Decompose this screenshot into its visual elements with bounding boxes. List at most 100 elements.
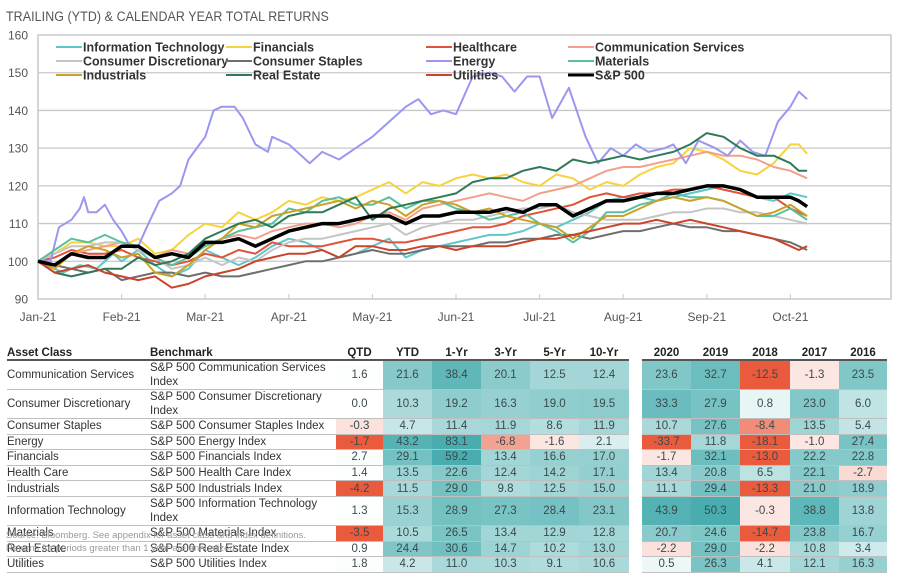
asset-class-cell: Consumer Discretionary — [7, 389, 150, 419]
value-cell-3yr: 9.8 — [481, 480, 530, 497]
table-row: Consumer Discretionary S&P 500 Consumer D… — [7, 389, 887, 419]
value-cell-qtd: -1.7 — [336, 434, 383, 451]
value-cell-2019: 32.7 — [691, 360, 740, 390]
x-tick-label: Mar-21 — [186, 310, 224, 324]
value-cell-10yr: 12.8 — [579, 525, 629, 542]
series-line-s-p-500 — [37, 184, 809, 267]
value-cell-2020: 23.6 — [642, 360, 691, 390]
x-tick-label: Jul-21 — [523, 310, 556, 324]
value-cell-qtd: 1.6 — [336, 360, 383, 390]
x-tick-label: Aug-21 — [604, 310, 643, 324]
value-cell-2020: 13.4 — [642, 465, 691, 482]
value-cell-2018: -8.4 — [740, 418, 790, 435]
value-cell-2016: 18.9 — [839, 480, 887, 497]
table-header-row: Asset Class Benchmark QTD YTD 1-Yr 3-Yr … — [7, 344, 887, 361]
returns-table: Asset Class Benchmark QTD YTD 1-Yr 3-Yr … — [7, 344, 887, 573]
value-cell-2018: -14.7 — [740, 525, 790, 542]
value-cell-qtd: -4.2 — [336, 480, 383, 497]
table-row: Health Care S&P 500 Health Care Index 1.4 1… — [7, 465, 887, 482]
benchmark-cell: S&P 500 Health Care Index — [150, 465, 336, 482]
table-row: Industrials S&P 500 Industrials Index -4.2… — [7, 480, 887, 497]
column-gap — [629, 541, 642, 557]
value-cell-10yr: 17.0 — [579, 449, 629, 466]
value-cell-qtd: -0.3 — [336, 418, 383, 435]
value-cell-5yr: 12.9 — [530, 525, 579, 542]
value-cell-1yr: 11.0 — [432, 556, 481, 573]
value-cell-2020: 10.7 — [642, 418, 691, 435]
value-cell-5yr: 8.6 — [530, 418, 579, 435]
value-cell-2018: 4.1 — [740, 556, 790, 573]
column-gap — [629, 556, 642, 573]
table-row: Utilities S&P 500 Utilities Index 1.8 4.2 11… — [7, 556, 887, 573]
series-line-real-estate — [37, 132, 808, 278]
series-line-financials — [37, 143, 808, 263]
column-gap — [629, 480, 642, 497]
series-line-communication-services — [37, 150, 808, 267]
x-tick-label: Oct-21 — [772, 310, 808, 324]
value-cell-2020: -1.7 — [642, 449, 691, 466]
header-1yr: 1-Yr — [432, 344, 481, 361]
asset-class-cell: Financials — [7, 449, 150, 466]
footnote-source: Source: Bloomberg. See appendix for asse… — [6, 530, 306, 541]
asset-class-cell: Utilities — [7, 556, 150, 573]
value-cell-2018: -13.3 — [740, 480, 790, 497]
value-cell-qtd: 0.9 — [336, 541, 383, 558]
value-cell-2018: -12.5 — [740, 360, 790, 390]
value-cell-qtd: 1.8 — [336, 556, 383, 573]
value-cell-1yr: 11.4 — [432, 418, 481, 435]
benchmark-cell: S&P 500 Industrials Index — [150, 480, 336, 497]
table-row: Materials S&P 500 Materials Index -3.5 10.5… — [7, 525, 887, 542]
header-2019: 2019 — [691, 344, 740, 361]
value-cell-2019: 24.6 — [691, 525, 740, 542]
value-cell-2019: 11.8 — [691, 434, 740, 451]
x-tick-label: Feb-21 — [103, 310, 141, 324]
chart-title: TRAILING (YTD) & CALENDAR YEAR TOTAL RET… — [6, 9, 329, 24]
value-cell-2016: 16.7 — [839, 525, 887, 542]
value-cell-ytd: 13.5 — [383, 465, 432, 482]
series-line-consumer-discretionary — [37, 203, 808, 270]
column-gap — [629, 389, 642, 419]
series-line-energy — [38, 71, 808, 263]
legend-label: Consumer Discretionary — [83, 55, 228, 69]
value-cell-2017: 22.2 — [790, 449, 839, 466]
asset-class-cell: Industrials — [7, 480, 150, 497]
value-cell-5yr: 28.4 — [530, 496, 579, 526]
y-tick-label: 140 — [8, 104, 28, 118]
series-line-consumer-staples — [37, 222, 808, 282]
column-gap — [629, 434, 642, 450]
y-tick-label: 90 — [15, 293, 29, 307]
asset-class-cell: Energy — [7, 434, 150, 451]
column-gap — [629, 360, 642, 390]
value-cell-2016: 5.4 — [839, 418, 887, 435]
legend-label: Information Technology — [83, 41, 224, 55]
value-cell-2016: 6.0 — [839, 389, 887, 419]
value-cell-5yr: 9.1 — [530, 556, 579, 573]
value-cell-qtd: 2.7 — [336, 449, 383, 466]
value-cell-5yr: 12.5 — [530, 360, 579, 390]
header-3yr: 3-Yr — [481, 344, 530, 361]
y-tick-label: 110 — [9, 217, 28, 231]
value-cell-3yr: 13.4 — [481, 525, 530, 542]
value-cell-2019: 27.9 — [691, 389, 740, 419]
table-row: Financials S&P 500 Financials Index 2.7 29.… — [7, 449, 887, 466]
header-10yr: 10-Yr — [579, 344, 629, 361]
benchmark-cell: S&P 500 Information Technology Index — [150, 496, 336, 526]
value-cell-3yr: 16.3 — [481, 389, 530, 419]
value-cell-10yr: 11.9 — [579, 418, 629, 435]
legend-label: S&P 500 — [595, 69, 645, 83]
value-cell-2018: -0.3 — [740, 496, 790, 526]
value-cell-5yr: 10.2 — [530, 541, 579, 558]
value-cell-5yr: 12.5 — [530, 480, 579, 497]
value-cell-2020: 0.5 — [642, 556, 691, 573]
benchmark-cell: S&P 500 Consumer Staples Index — [150, 418, 336, 435]
value-cell-3yr: 27.3 — [481, 496, 530, 526]
legend-label: Utilities — [453, 69, 498, 83]
value-cell-2017: 23.0 — [790, 389, 839, 419]
x-tick-label: May-21 — [352, 310, 392, 324]
value-cell-2016: 27.4 — [839, 434, 887, 451]
benchmark-cell: S&P 500 Financials Index — [150, 449, 336, 466]
header-2020: 2020 — [642, 344, 691, 361]
value-cell-ytd: 4.2 — [383, 556, 432, 573]
value-cell-1yr: 29.0 — [432, 480, 481, 497]
value-cell-2020: -33.7 — [642, 434, 691, 451]
